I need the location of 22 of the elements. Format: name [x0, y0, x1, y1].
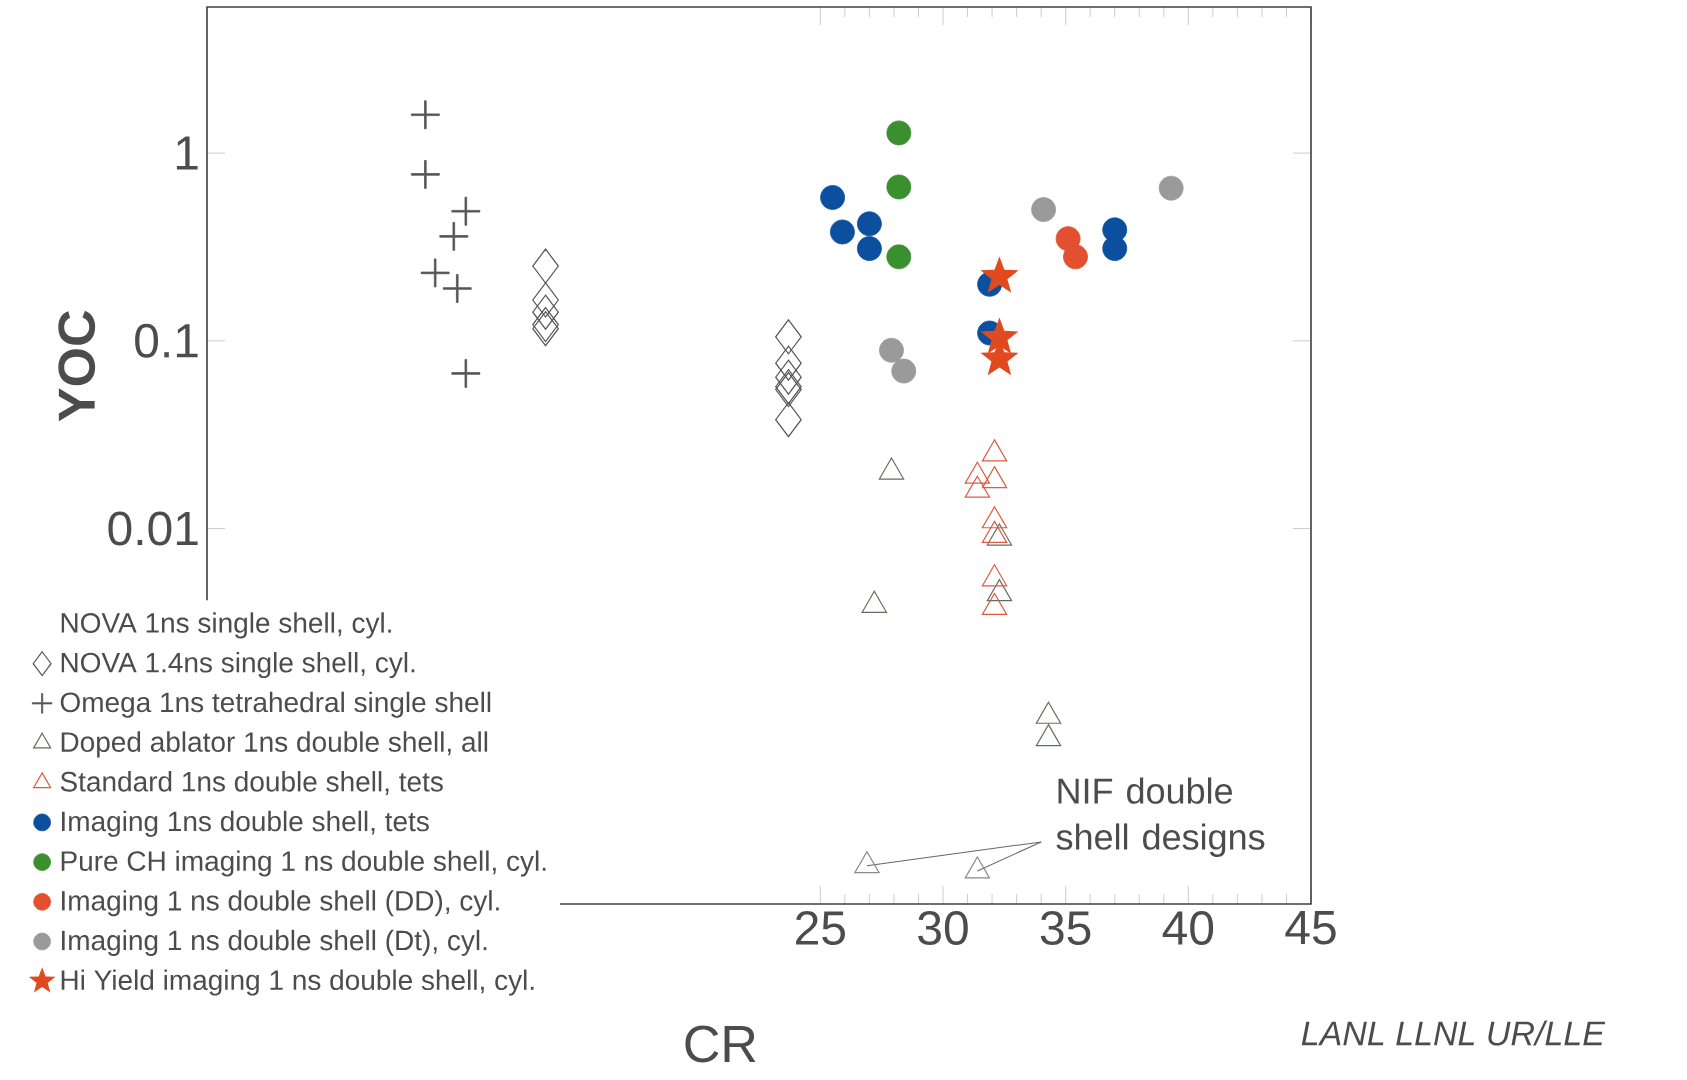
y-axis-title: YOC [58, 310, 96, 422]
legend-label: Standard 1ns double shell, tets [60, 771, 443, 795]
x-tick-label: 30 [918, 911, 968, 946]
y-tick-label: 0.01 [108, 511, 198, 546]
legend-label: Omega 1ns tetrahedral single shell [60, 691, 491, 718]
y-tick-label: 1 [176, 136, 198, 170]
y-tick-label: 0.1 [135, 323, 198, 358]
annotation: NIF double shell designs [1056, 777, 1265, 857]
x-tick-label: 45 [1285, 911, 1336, 945]
x-tick-label: 25 [796, 911, 846, 946]
x-axis-title: CR [685, 1025, 756, 1063]
legend-label: Imaging 1ns double shell, tets [62, 810, 429, 837]
legend-label: Pure CH imaging 1 ns double shell, cyl. [61, 850, 546, 877]
legend-label: NOVA 1.4ns single shell, cyl. [61, 651, 415, 679]
x-tick-label: 35 [1040, 911, 1091, 946]
legend-label: Doped ablator 1ns double shell, all [61, 731, 488, 758]
annotation: NOVA 1ns single shell, cyl. [61, 612, 391, 639]
legend-label: Imaging 1 ns double shell (DD), cyl. [62, 890, 499, 917]
legend-label: Hi Yield imaging 1 ns double shell, cyl. [61, 969, 534, 996]
text: LANL LLNL UR/LLE [1301, 1020, 1606, 1046]
x-tick-label: 40 [1162, 911, 1214, 946]
legend-label: Imaging 1 ns double shell (Dt), cyl. [62, 929, 487, 956]
